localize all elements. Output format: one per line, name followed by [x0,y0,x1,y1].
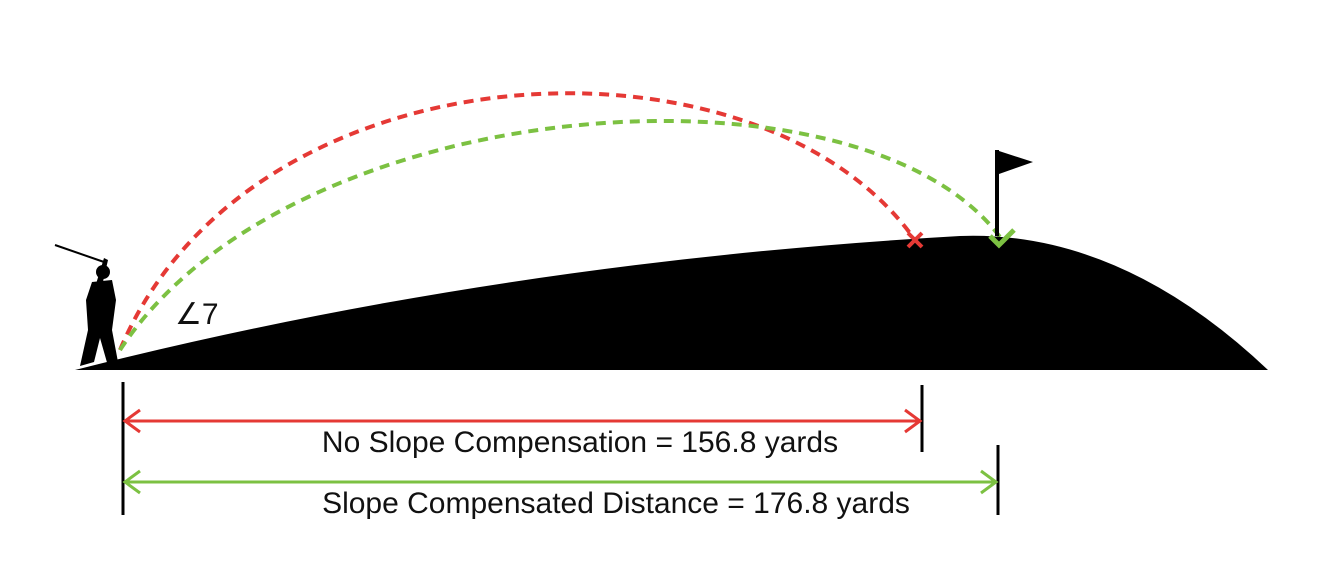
hit-marker [988,228,1016,249]
uncompensated-label: No Slope Compensation = 156.8 yards [322,426,838,459]
uncompensated-arrow [122,408,923,434]
angle-label: ∠7 [175,298,219,331]
compensated-arrow [122,469,999,495]
golfer [54,244,118,366]
uncompensated-arc [118,91,917,351]
flag [999,151,1033,174]
compensated-label: Slope Compensated Distance = 176.8 yards [322,487,910,520]
compensated-arc [118,118,1002,352]
hill [75,235,1268,370]
miss-marker [906,231,924,249]
